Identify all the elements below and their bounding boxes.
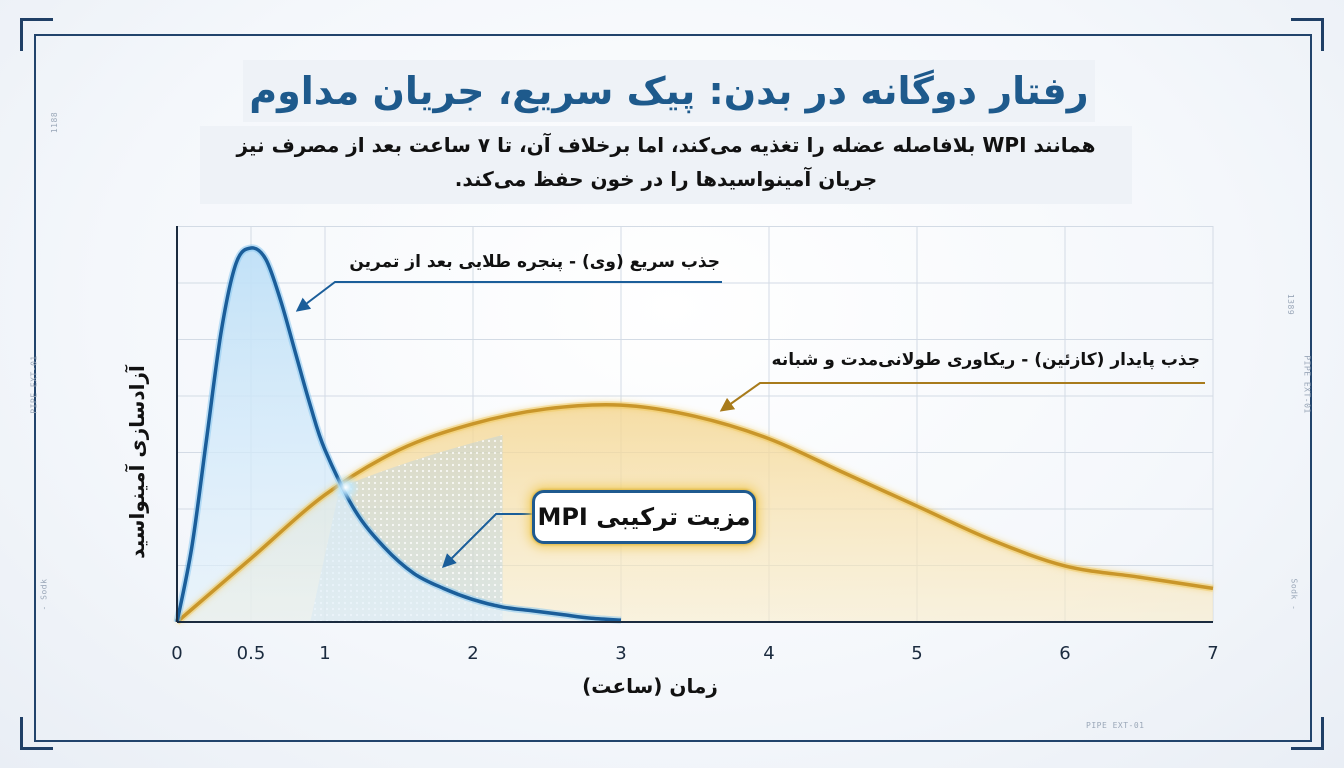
combo-advantage-box <box>532 490 756 544</box>
y-axis-label: آزادسازی آمینواسید <box>125 365 149 559</box>
x-tick-label: 3 <box>615 643 626 664</box>
x-tick-label: 2 <box>467 643 478 664</box>
x-tick-label: 7 <box>1207 643 1218 664</box>
subtitle-background <box>200 126 1132 204</box>
x-tick-label: 0 <box>171 643 182 664</box>
frame-corner-bottom-left <box>20 717 53 750</box>
page-title: رفتار دوگانه در بدن: پیک سریع، جریان مدا… <box>249 69 1089 113</box>
frame-corner-top-left <box>20 18 53 51</box>
title-background <box>243 60 1095 122</box>
fast-pointer <box>295 281 722 312</box>
annotation-sustained-absorption: جذب پایدار (کازئین) - ریکاوری طولانی‌مدت… <box>771 350 1200 370</box>
frame-corner-bottom-right <box>1291 717 1324 750</box>
x-tick-label: 5 <box>911 643 922 664</box>
intersection-sparkle <box>331 473 360 502</box>
fast-line <box>175 246 622 623</box>
x-axis-label: زمان (ساعت) <box>582 674 718 698</box>
frame-corner-top-right <box>1291 18 1324 51</box>
sustained-pointer <box>719 382 1205 412</box>
combo-advantage-label: مزیت ترکیبی MPI <box>537 503 751 531</box>
outer-frame <box>34 34 1312 742</box>
combo-pointer <box>442 513 532 568</box>
chart-axes <box>176 226 1213 623</box>
x-tick-label: 6 <box>1059 643 1070 664</box>
x-tick-label: 0.5 <box>237 643 266 664</box>
annotation-pointers <box>295 281 1205 568</box>
x-tick-label: 4 <box>763 643 774 664</box>
chart-tick-labels: 0 0.5 1 2 3 4 5 6 7 <box>171 643 1218 664</box>
subtitle: همانند WPI بلافاصله عضله را تغذیه می‌کند… <box>200 128 1132 196</box>
frame-label-bottom: PIPE EXT-01 <box>1086 721 1145 730</box>
subtitle-line-2: جریان آمینواسیدها را در خون حفظ می‌کند. <box>454 167 878 191</box>
x-tick-label: 1 <box>319 643 330 664</box>
subtitle-line-1: همانند WPI بلافاصله عضله را تغذیه می‌کند… <box>236 133 1096 157</box>
chart-lines <box>173 244 1214 625</box>
annotation-fast-absorption: جذب سریع (وی) - پنجره طلایی بعد از تمرین <box>349 252 720 272</box>
